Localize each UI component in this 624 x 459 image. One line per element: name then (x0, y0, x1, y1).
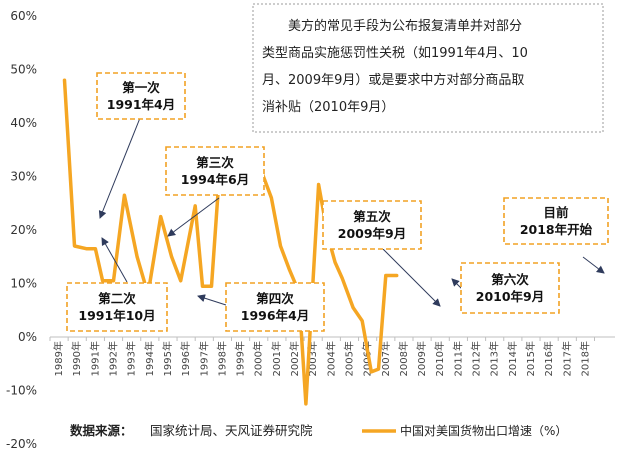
annotation-arrow (197, 294, 227, 306)
annotation-second: 第二次 1991年10月 (66, 282, 168, 332)
x-tick-label: 1993年 (125, 341, 138, 376)
legend-label: 中国对美国货物出口增速（%） (400, 423, 567, 438)
annotation-fourth: 第四次 1996年4月 (225, 282, 325, 332)
annotation-arrow (379, 245, 441, 307)
y-tick-label: 10% (10, 277, 37, 291)
annotation-box (322, 200, 422, 250)
x-tick-label: 2007年 (379, 341, 392, 376)
x-tick-label: 1996年 (179, 341, 192, 376)
annotation-box (503, 197, 609, 245)
y-tick-label: 50% (10, 63, 37, 77)
annotation-first: 第一次 1991年4月 (96, 72, 186, 120)
x-tick-label: 1998年 (215, 341, 228, 376)
annotation-box (460, 262, 560, 314)
y-tick-label: -20% (6, 437, 37, 451)
note-line: 类型商品实施惩罚性关税（如1991年4月、10 (262, 45, 528, 61)
annotation-arrow (101, 237, 128, 283)
source-text: 国家统计局、天风证券研究院 (150, 423, 313, 438)
x-tick-label: 2017年 (560, 341, 573, 376)
annotation-box (96, 72, 186, 120)
x-tick-label: 2018年 (578, 341, 591, 376)
footer: 数据来源： 国家统计局、天风证券研究院 中国对美国货物出口增速（%） (69, 423, 567, 438)
x-tick-label: 2012年 (470, 341, 483, 376)
x-tick-label: 2005年 (342, 341, 355, 376)
note-frame (252, 3, 604, 133)
annotation-arrow (98, 117, 141, 219)
annotation-box (66, 282, 168, 332)
annotation-line1: 第五次 (353, 209, 391, 224)
y-axis: 60% 50% 40% 30% 20% 10% 0% -10% -20% (6, 9, 37, 451)
x-tick-label: 1991年 (88, 341, 101, 376)
x-tick-label: 2015年 (524, 341, 537, 376)
x-tick-label: 2010年 (433, 341, 446, 376)
x-tick-label: 2000年 (252, 341, 265, 376)
x-tick-label: 2014年 (506, 341, 519, 376)
annotation-line1: 第二次 (98, 291, 136, 306)
note-line: 美方的常见手段为公布报复清单并对部分 (288, 18, 522, 34)
x-tick-label: 1992年 (107, 341, 120, 376)
x-axis: 1989年 1990年 1991年 1992年 1993年 1994年 1995年 1996年… (49, 336, 615, 376)
annotation-fifth: 第五次 2009年9月 (322, 200, 422, 250)
note-line: 消补贴（2010年9月） (262, 100, 394, 115)
y-tick-label: 40% (10, 116, 37, 130)
x-tick-label: 2009年 (415, 341, 428, 376)
annotation-arrows (98, 117, 605, 307)
y-tick-label: -10% (6, 384, 37, 398)
note-line: 月、2009年9月）或是要求中方对部分商品取 (262, 72, 524, 88)
annotation-line2: 2009年9月 (338, 226, 407, 241)
annotation-box (165, 146, 265, 196)
annotation-line1: 第三次 (196, 155, 234, 170)
annotation-line2: 2018年开始 (520, 222, 593, 237)
x-tick-label: 1999年 (234, 341, 247, 376)
x-tick-label: 2002年 (288, 341, 301, 376)
x-tick-label: 2001年 (270, 341, 283, 376)
x-tick-label: 1990年 (70, 341, 83, 376)
y-tick-label: 20% (10, 223, 37, 237)
annotation-line2: 1994年6月 (181, 172, 250, 187)
annotation-line1: 第六次 (491, 272, 529, 287)
x-tick-label: 1994年 (143, 341, 156, 376)
x-tick-label: 1997年 (197, 341, 210, 376)
y-tick-label: 0% (18, 330, 37, 344)
annotation-sixth: 第六次 2010年9月 (460, 262, 560, 314)
annotation-third: 第三次 1994年6月 (165, 146, 265, 196)
annotation-line1: 第四次 (256, 291, 294, 306)
annotation-line2: 1991年4月 (107, 97, 176, 112)
annotation-line1: 目前 (543, 205, 569, 220)
x-tick-label: 2004年 (324, 341, 337, 376)
x-tick-label: 2011年 (451, 341, 464, 376)
x-tick-label: 1989年 (52, 341, 65, 376)
annotation-arrow (582, 256, 605, 274)
annotation-line2: 1991年10月 (78, 308, 155, 323)
source-label: 数据来源： (69, 423, 133, 438)
x-tick-label: 1995年 (161, 341, 174, 376)
y-tick-label: 30% (10, 170, 37, 184)
x-tick-label: 2008年 (397, 341, 410, 376)
y-tick-label: 60% (10, 9, 37, 23)
annotation-box (225, 282, 325, 332)
note-box: 美方的常见手段为公布报复清单并对部分类型商品实施惩罚性关税（如1991年4月、1… (252, 3, 604, 133)
x-tick-label: 2016年 (542, 341, 555, 376)
annotation-line1: 第一次 (122, 80, 160, 95)
annotation-arrow (167, 197, 220, 237)
annotation-line2: 1996年4月 (241, 308, 310, 323)
annotation-now: 目前 2018年开始 (503, 197, 609, 245)
annotation-line2: 2010年9月 (476, 289, 545, 304)
x-tick-label: 2013年 (488, 341, 501, 376)
